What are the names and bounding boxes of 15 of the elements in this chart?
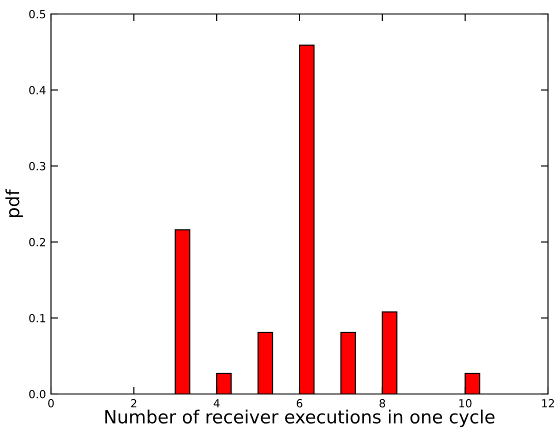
x-tick-label: 0 [48, 399, 54, 408]
y-tick-label: 0.0 [29, 390, 46, 398]
y-tick-label: 0.5 [29, 10, 46, 18]
x-tick-label: 4 [214, 399, 220, 408]
y-tick-label: 0.2 [29, 238, 46, 246]
x-tick-label: 6 [296, 399, 302, 408]
y-tick-label: 0.3 [29, 162, 46, 170]
x-axis-title: Number of receiver executions in one cycle [105, 410, 494, 428]
x-tick-label: 10 [459, 399, 472, 408]
y-axis-title: pdf [5, 189, 23, 217]
x-tick-label: 12 [542, 399, 554, 408]
y-tick-label: 0.1 [29, 314, 46, 322]
y-tick-label: 0.4 [29, 86, 46, 94]
x-tick-label: 2 [131, 399, 136, 408]
x-tick-label: 8 [380, 399, 386, 408]
